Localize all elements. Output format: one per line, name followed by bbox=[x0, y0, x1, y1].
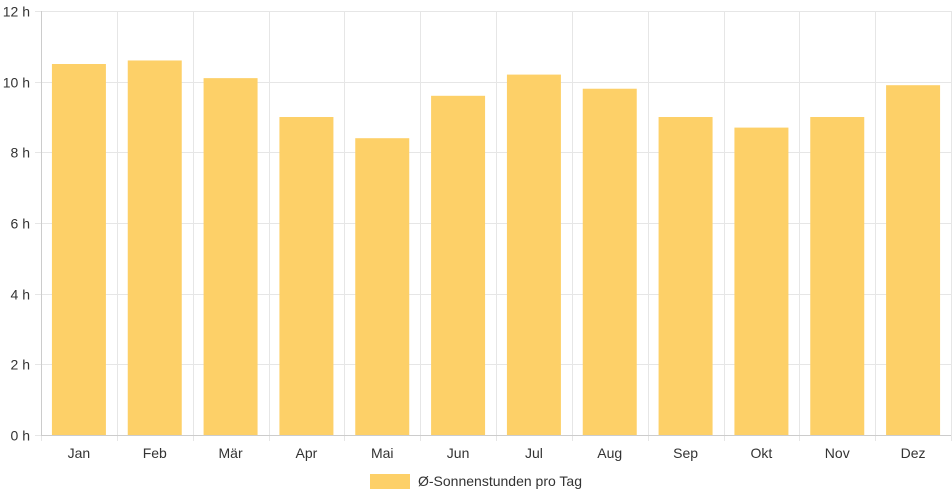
y-axis-tick-labels: 0 h 2 h 4 h 6 h 8 h 10 h 12 h bbox=[3, 4, 30, 444]
bar-apr[interactable] bbox=[279, 117, 334, 435]
y-tick-label: 2 h bbox=[11, 357, 30, 373]
bar-jun[interactable] bbox=[431, 95, 486, 436]
legend-swatch bbox=[370, 474, 410, 489]
y-tick-label: 12 h bbox=[3, 4, 30, 20]
x-tick-label: Apr bbox=[296, 445, 318, 461]
y-tick-label: 0 h bbox=[11, 428, 30, 444]
x-tick-label: Nov bbox=[825, 445, 850, 461]
bar-okt[interactable] bbox=[734, 127, 789, 435]
y-tick-label: 10 h bbox=[3, 75, 30, 91]
bar-sep[interactable] bbox=[658, 117, 713, 435]
x-tick-label: Mai bbox=[371, 445, 394, 461]
x-tick-label: Dez bbox=[901, 445, 926, 461]
bar-mai[interactable] bbox=[355, 138, 410, 435]
x-tick-label: Okt bbox=[751, 445, 773, 461]
x-tick-label: Jul bbox=[525, 445, 543, 461]
y-tick-label: 4 h bbox=[11, 287, 30, 303]
legend-label: Ø-Sonnenstunden pro Tag bbox=[418, 473, 582, 489]
bar-nov[interactable] bbox=[810, 117, 865, 435]
bar-jul[interactable] bbox=[506, 74, 561, 435]
x-tick-label: Jan bbox=[68, 445, 91, 461]
x-tick-label: Sep bbox=[673, 445, 698, 461]
y-tick-label: 8 h bbox=[11, 145, 30, 161]
bar-aug[interactable] bbox=[582, 88, 637, 435]
bar-jan[interactable] bbox=[51, 64, 106, 435]
x-tick-label: Aug bbox=[597, 445, 622, 461]
bar-mär[interactable] bbox=[203, 78, 258, 435]
x-tick-label: Jun bbox=[447, 445, 470, 461]
legend[interactable]: Ø-Sonnenstunden pro Tag bbox=[370, 473, 582, 489]
x-axis-tick-labels: Jan Feb Mär Apr Mai Jun Jul Aug Sep Okt Nov Dez bbox=[68, 445, 926, 461]
bar-feb[interactable] bbox=[127, 60, 182, 435]
axes bbox=[35, 11, 951, 436]
x-tick-label: Mär bbox=[219, 445, 243, 461]
y-tick-label: 6 h bbox=[11, 216, 30, 232]
bar-dez[interactable] bbox=[886, 85, 941, 435]
grid-lines bbox=[41, 11, 952, 441]
x-tick-label: Feb bbox=[143, 445, 167, 461]
bars bbox=[51, 60, 941, 436]
